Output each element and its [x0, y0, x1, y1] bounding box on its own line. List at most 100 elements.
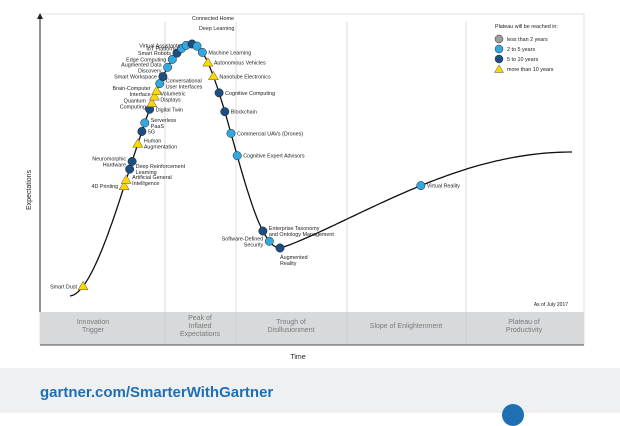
y-axis-arrow-icon: [37, 13, 43, 19]
legend-entry-label: 2 to 5 years: [507, 47, 535, 53]
tech-label-line: Deep Reinforcement: [136, 164, 186, 170]
phase-label-line: Peak of: [188, 315, 212, 322]
tech-label: Nanotube Electronics: [219, 74, 271, 80]
tech-label-line: Computing: [120, 104, 146, 110]
tech-marker-triangle: [148, 91, 160, 101]
tech-label-line: Blockchain: [231, 110, 257, 116]
tech-label-line: Commercial UAVs (Drones): [237, 131, 303, 137]
tech-marker-circle: [416, 181, 426, 191]
tech-marker-triangle: [132, 138, 144, 148]
phase-label: Slope of Enlightenment: [370, 323, 442, 330]
tech-label-line: Volumetric: [160, 92, 185, 98]
tech-marker-circle: [214, 88, 224, 98]
tech-label-line: Smart Robots: [138, 51, 171, 57]
tech-marker-triangle: [202, 57, 214, 67]
tech-marker-circle: [140, 118, 150, 128]
tech-marker-circle: [220, 107, 230, 117]
phase-label-line: Plateau of: [508, 319, 540, 326]
tech-label: Software-Defined Security: [222, 236, 264, 248]
tech-label-line: Interface: [130, 92, 151, 98]
tech-label-line: Neuromorphic: [92, 156, 126, 162]
tech-label-line: Displays: [160, 98, 181, 104]
tech-marker-triangle: [207, 70, 219, 81]
tech-marker-circle: [192, 41, 202, 51]
tech-label-line: PaaS: [151, 124, 165, 130]
tech-label-line: Conversational: [166, 79, 202, 85]
tech-label: IoT Platform: [146, 46, 176, 52]
tech-label-line: Nanotube Electronics: [219, 74, 271, 80]
tech-marker-triangle: [146, 97, 158, 108]
as-of-note: As of July 2017: [534, 302, 568, 308]
phase-label-line: Productivity: [506, 327, 543, 334]
tech-label: Brain-Computer Interface: [113, 86, 151, 98]
tech-label: Smart Robots: [138, 51, 171, 57]
tech-label: Smart Dust: [50, 284, 77, 290]
tech-label: Quantum Computing: [120, 98, 147, 110]
tech-marker-circle: [226, 128, 236, 138]
legend-marker-circle-icon: [494, 44, 504, 54]
tech-marker-triangle: [151, 85, 163, 95]
phase-label-line: Disillusionment: [267, 327, 314, 334]
phase-label: Peak of Inflated Expectations: [180, 315, 221, 338]
tech-label-line: Augmented Data: [121, 62, 161, 68]
tech-label: Conversational User Interfaces: [166, 79, 203, 91]
tech-label-line: Cognitive Computing: [225, 91, 275, 97]
tech-marker-circle: [163, 62, 173, 72]
tech-label-line: Security: [244, 242, 264, 248]
tech-marker-circle: [125, 164, 135, 174]
tech-label-line: Autonomous Vehicles: [214, 61, 266, 67]
y-axis-label: Expectations: [26, 169, 33, 210]
legend-entry-label: less than 2 years: [507, 37, 548, 43]
tech-marker-circle: [158, 72, 168, 82]
tech-label-line: Connected Home: [192, 16, 234, 22]
tech-label-line: Serverless: [151, 118, 177, 124]
tech-label-line: Cognitive Expert Advisors: [243, 154, 305, 160]
tech-label-line: Virtual Assistants: [139, 43, 180, 49]
tech-label: Cognitive Expert Advisors: [243, 154, 305, 160]
tech-label-line: Enterprise Taxonomy: [269, 226, 320, 232]
tech-label: Deep Learning: [199, 26, 234, 32]
tech-marker-circle: [167, 54, 177, 64]
tech-label: Augmented Data Discovery: [121, 62, 162, 74]
tech-label-line: 4D Printing: [91, 184, 118, 190]
tech-label: 5G: [148, 129, 155, 135]
tech-label: Enterprise Taxonomy and Ontology Manageme…: [269, 226, 335, 238]
tech-label-line: Augmented: [280, 255, 308, 261]
legend-entry-label: 5 to 10 years: [507, 57, 538, 63]
tech-label-line: Deep Learning: [199, 26, 234, 32]
tech-label: 4D Printing: [91, 184, 118, 190]
tech-label: Smart Workspace: [114, 75, 157, 81]
tech-label: Digital Twin: [156, 107, 183, 113]
tech-label: Autonomous Vehicles: [214, 61, 266, 67]
plot-area: [39, 13, 585, 346]
tech-label: Machine Learning: [208, 50, 251, 56]
legend-marker-circle-icon: [494, 34, 504, 44]
tech-label: Connected Home: [192, 16, 234, 22]
tech-label: Virtual Reality: [427, 184, 460, 190]
phase-label: Trough of Disillusionment: [267, 319, 314, 334]
tech-label-line: Quantum: [124, 98, 147, 104]
phase-label-line: Trigger: [82, 327, 105, 334]
tech-label-line: Hardware: [103, 162, 126, 168]
tech-label-line: Software-Defined: [222, 236, 264, 242]
tech-label-line: Human: [144, 139, 161, 145]
tech-label-line: Intelligence: [132, 181, 159, 187]
legend-entry-label: more than 10 years: [507, 67, 554, 73]
tech-marker-triangle: [118, 180, 130, 190]
phase-label-line: Inflated: [189, 323, 212, 330]
tech-label: Artificial General Intelligence: [132, 175, 172, 187]
tech-label: Cognitive Computing: [225, 91, 275, 97]
tech-label: Human Augmentation: [144, 139, 177, 151]
tech-label-line: User Interfaces: [166, 85, 203, 91]
tech-label-line: and Ontology Management: [269, 232, 335, 238]
legend-marker-triangle-icon: [494, 64, 504, 73]
tech-label-line: IoT Platform: [146, 46, 176, 52]
tech-label-line: Machine Learning: [208, 50, 251, 56]
tech-marker-triangle: [120, 174, 132, 184]
phase-label: Innovation Trigger: [77, 319, 109, 334]
tech-marker-circle: [127, 156, 137, 166]
gartner-url-link[interactable]: gartner.com/SmarterWithGartner: [40, 384, 274, 401]
tech-label: Virtual Assistants: [139, 43, 180, 49]
tech-label-line: Discovery: [138, 68, 162, 74]
